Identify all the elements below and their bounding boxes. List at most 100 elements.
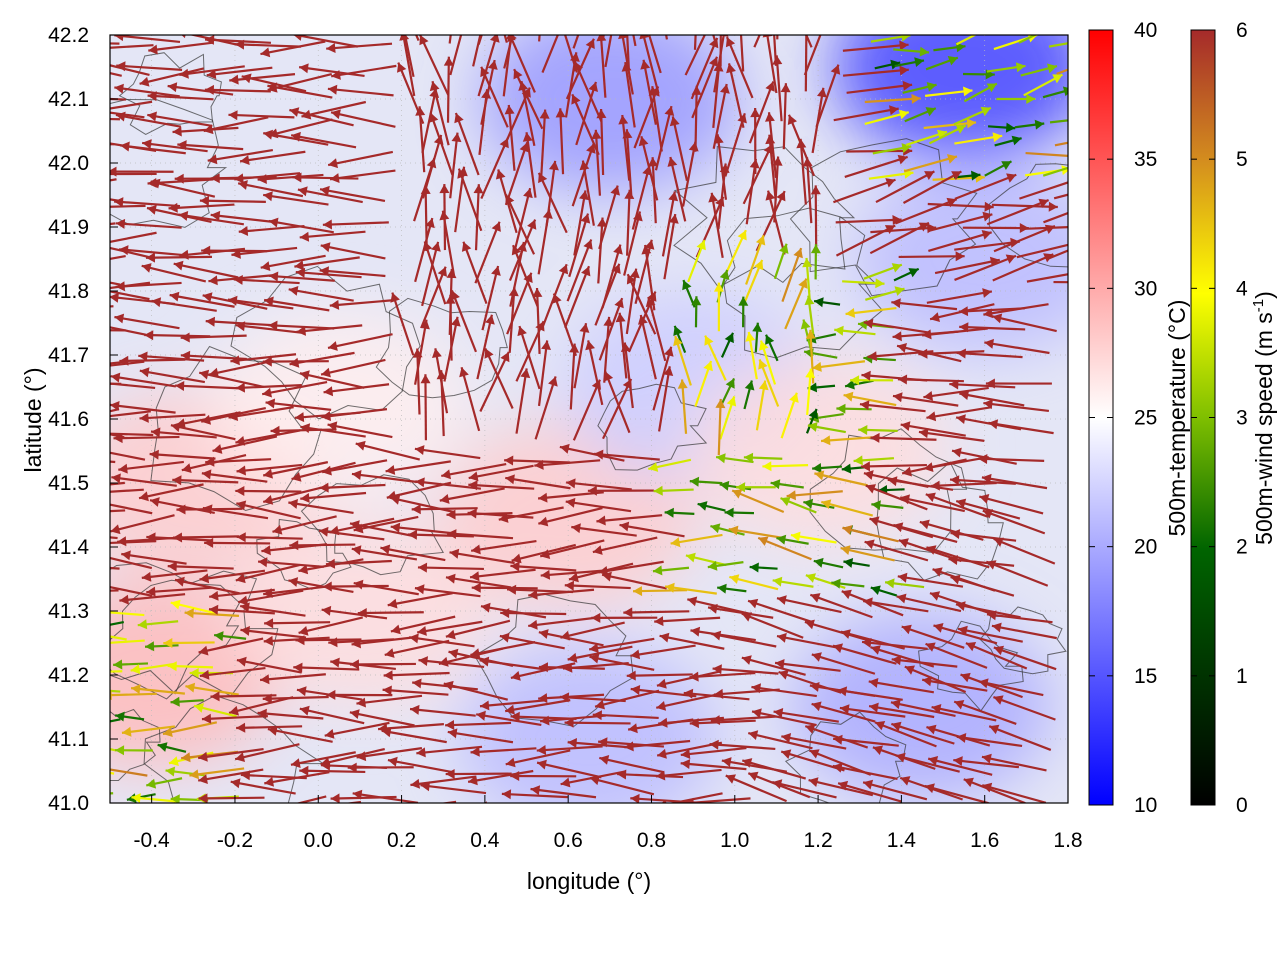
wind-arrow-shaft	[510, 662, 576, 679]
wind-arrow-head	[163, 638, 173, 648]
wind-arrow	[837, 686, 903, 701]
wind-arrow	[996, 94, 1036, 104]
wind-arrow-shaft	[110, 771, 115, 775]
wind-arrow-head	[589, 775, 600, 786]
wind-arrow	[150, 427, 217, 439]
wind-arrow	[262, 461, 329, 479]
wind-arrow-head	[184, 608, 194, 619]
wind-arrow	[981, 753, 1047, 772]
wind-arrow-shaft	[295, 270, 362, 279]
wind-arrow-shaft	[257, 173, 324, 181]
wind-arrow-shaft	[414, 447, 481, 460]
wind-arrow	[765, 334, 779, 362]
wind-arrow-head	[810, 185, 821, 195]
wind-arrow-head	[813, 557, 824, 568]
wind-arrow	[321, 605, 388, 620]
wind-arrow-shaft	[110, 178, 117, 182]
wind-arrow-shaft	[263, 193, 329, 206]
wind-arrow	[445, 720, 512, 730]
wind-arrow-head	[480, 66, 490, 78]
wind-arrow-head	[898, 538, 909, 548]
wind-arrow-shaft	[874, 721, 937, 748]
wind-arrow-head	[199, 195, 209, 206]
wind-arrow	[959, 322, 1026, 333]
wind-arrow	[499, 632, 565, 650]
wind-arrow	[887, 476, 954, 491]
wind-arrow-shaft	[898, 255, 965, 259]
wind-arrow-head	[548, 376, 558, 387]
wind-arrow-shaft	[863, 321, 930, 334]
wind-arrow	[981, 782, 1047, 803]
wind-arrow	[982, 509, 1046, 535]
wind-arrow-head	[716, 1, 726, 10]
wind-arrow-head	[762, 35, 773, 38]
wind-arrow-head	[682, 280, 692, 291]
wind-arrow	[652, 565, 690, 576]
wind-arrow-head	[209, 590, 219, 601]
wind-arrow-shaft	[330, 111, 396, 128]
wind-arrow-head	[468, 775, 478, 786]
wind-arrow-head	[956, 348, 966, 359]
wind-arrow-shaft	[481, 265, 500, 331]
wind-arrow-head	[808, 409, 818, 420]
wind-arrow-head	[802, 258, 813, 268]
wind-arrow-head	[264, 618, 274, 629]
wind-arrow	[131, 793, 177, 803]
wind-arrow	[842, 525, 899, 543]
wind-arrow	[872, 143, 912, 155]
wind-arrow-head	[420, 781, 430, 792]
wind-arrow-head	[885, 178, 896, 188]
wind-arrow-head	[144, 330, 154, 341]
wind-arrow	[604, 35, 613, 68]
wind-arrow	[956, 348, 1023, 359]
wind-arrow-head	[321, 411, 331, 422]
x-tick-label: 0.8	[637, 829, 666, 852]
wind-arrow-shaft	[925, 642, 988, 669]
wind-arrow-head	[736, 482, 745, 493]
wind-arrow-head	[517, 326, 527, 337]
wind-arrow	[757, 536, 812, 561]
wind-arrow	[260, 254, 326, 271]
wind-arrow-shaft	[573, 61, 603, 123]
wind-arrow-shaft	[928, 213, 993, 233]
wind-arrow	[1042, 166, 1068, 177]
wind-arrow	[809, 593, 873, 619]
wind-arrow-shaft	[923, 455, 989, 470]
wind-arrow	[257, 173, 324, 184]
wind-arrow	[349, 520, 415, 538]
wind-arrow-head	[202, 292, 213, 303]
wind-arrow-shaft	[781, 735, 847, 750]
wind-arrow-head	[55, 378, 64, 388]
wind-arrow-shaft	[167, 84, 234, 96]
wind-arrow-shaft	[119, 358, 186, 363]
wind-arrow-head	[715, 196, 725, 207]
wind-arrow	[510, 662, 576, 681]
wind-arrow-shaft	[184, 611, 240, 617]
wind-arrow-shaft	[110, 290, 150, 301]
wind-arrow-shaft	[768, 134, 777, 201]
wind-arrow-head	[448, 814, 458, 824]
wind-arrow	[654, 105, 675, 171]
wind-arrow-head	[447, 529, 457, 539]
wind-arrow-shaft	[993, 537, 1056, 565]
wind-arrow-shaft	[263, 298, 330, 312]
wind-arrow	[741, 612, 804, 639]
wind-arrow-shaft	[293, 666, 360, 671]
wind-arrow	[648, 157, 658, 224]
wind-arrow-head	[891, 721, 902, 732]
wind-arrow	[592, 536, 658, 555]
wind-arrow-head	[986, 560, 997, 570]
wind-arrow-head	[644, 239, 655, 250]
wind-arrow-head	[890, 59, 901, 70]
wind-arrow	[467, 769, 534, 786]
wind-arrow-shaft	[728, 527, 784, 540]
wind-arrow	[130, 662, 176, 675]
wind-arrow-shaft	[180, 334, 247, 339]
wind-arrow-head	[664, 346, 674, 357]
wind-arrow-head	[204, 537, 214, 548]
wind-arrow-head	[205, 456, 215, 467]
wind-arrow-head	[534, 459, 544, 470]
terrain-contour	[723, 207, 884, 359]
wind-arrow-shaft	[319, 483, 386, 490]
wind-arrow-head	[320, 185, 330, 196]
